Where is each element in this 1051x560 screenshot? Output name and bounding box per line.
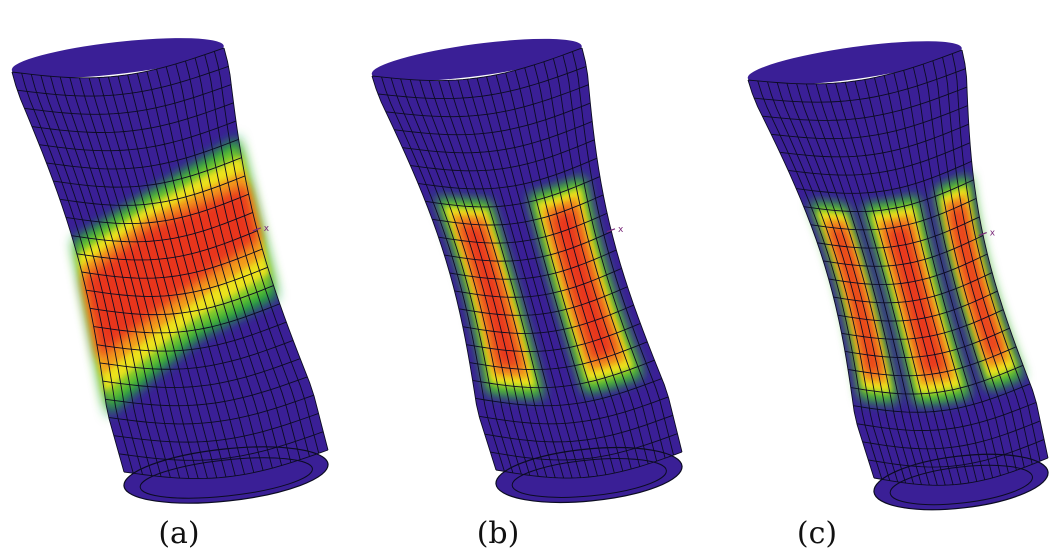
- mesh-line: [449, 249, 617, 280]
- contour-region: [83, 184, 260, 359]
- mesh-line: [90, 285, 274, 316]
- mesh-line: [410, 139, 595, 172]
- cylinder-top-rim: [747, 41, 962, 85]
- cylinder-inner-rim: [511, 458, 667, 498]
- mesh-line: [810, 197, 977, 231]
- mesh-line: [123, 449, 329, 480]
- mesh-line: [472, 359, 655, 389]
- mesh-line: [76, 230, 258, 261]
- mesh-grid: [371, 47, 683, 479]
- mesh-line: [862, 420, 1041, 450]
- mesh-grid: [11, 47, 329, 480]
- cylinder-top-rim: [11, 38, 224, 78]
- axis-label: x: [264, 224, 270, 234]
- mesh-line: [24, 84, 232, 115]
- mesh-line: [844, 327, 1010, 358]
- mesh-line: [86, 266, 268, 297]
- mesh-line: [118, 431, 324, 461]
- mesh-line: [779, 123, 969, 158]
- mesh-line: [113, 413, 319, 443]
- mesh-line: [823, 235, 984, 267]
- mesh-line: [753, 68, 967, 103]
- cylinder-top-rim: [371, 38, 582, 82]
- panel-b-cylinder: x: [371, 38, 683, 503]
- caption-c: (c): [796, 516, 838, 551]
- mesh-line: [454, 267, 622, 298]
- mesh-line: [462, 304, 634, 334]
- mesh-line: [46, 138, 239, 170]
- stress-contours: [434, 175, 645, 399]
- mesh-line: [484, 414, 674, 443]
- mesh-line: [432, 194, 604, 226]
- axis-marker: [252, 227, 262, 232]
- mesh-line: [444, 231, 612, 262]
- mesh-line: [71, 212, 253, 243]
- axis-marker: [606, 228, 616, 233]
- mesh-line: [788, 142, 971, 176]
- mesh-line: [833, 272, 993, 304]
- mesh-line: [873, 457, 1049, 486]
- mesh-line: [847, 346, 1017, 377]
- panel-a-cylinder: x: [11, 38, 329, 504]
- mesh-line: [469, 341, 648, 371]
- axis-marker: [978, 232, 987, 237]
- cylinder-inner-rim: [889, 464, 1033, 506]
- mesh-line: [490, 433, 678, 461]
- mesh-line: [93, 303, 280, 334]
- mesh-line: [747, 49, 963, 85]
- caption-a: (a): [158, 516, 200, 551]
- mesh-line: [31, 102, 234, 133]
- mesh-grid: [747, 49, 1049, 486]
- mesh-line: [853, 383, 1031, 413]
- mesh-line: [495, 451, 683, 479]
- mesh-line: [81, 248, 263, 279]
- panel-c-cylinder: x: [747, 41, 1049, 511]
- mesh-line: [803, 179, 974, 213]
- cylinder-bottom-opening: [873, 453, 1049, 511]
- mesh-line: [17, 65, 229, 97]
- mesh-line: [841, 309, 1004, 340]
- mesh-line: [39, 120, 237, 152]
- axis-label: x: [990, 229, 996, 239]
- mesh-line: [102, 358, 301, 388]
- mesh-line: [817, 216, 980, 249]
- mesh-line: [479, 396, 669, 425]
- mesh-line: [796, 160, 972, 194]
- mesh-line: [458, 286, 628, 316]
- mesh-line: [856, 401, 1037, 431]
- mesh-line: [425, 176, 601, 208]
- mesh-line: [828, 253, 988, 285]
- mesh-line: [850, 364, 1024, 395]
- mesh-line: [402, 121, 593, 154]
- mesh-line: [475, 378, 662, 407]
- mesh-line: [418, 157, 598, 190]
- mesh-line: [53, 157, 242, 188]
- mesh-line: [385, 84, 589, 118]
- mesh-line: [11, 47, 225, 79]
- mesh-line: [59, 175, 246, 206]
- mesh-line: [466, 323, 641, 352]
- mesh-line: [837, 290, 998, 322]
- mesh-line: [762, 86, 968, 121]
- mesh-line: [771, 105, 968, 140]
- mesh-line: [371, 47, 583, 81]
- contour-region: [884, 222, 949, 376]
- cylinder-inner-rim: [139, 457, 313, 499]
- mesh-line: [96, 321, 287, 352]
- axis-label: x: [618, 225, 624, 235]
- caption-b: (b): [476, 516, 520, 551]
- mesh-line: [105, 376, 308, 407]
- mesh-line: [868, 439, 1045, 468]
- mesh-line: [99, 339, 294, 370]
- mesh-line: [65, 193, 249, 225]
- mesh-line: [394, 102, 591, 136]
- mesh-line: [108, 394, 314, 425]
- mesh-line: [377, 65, 587, 100]
- mesh-line: [438, 212, 608, 244]
